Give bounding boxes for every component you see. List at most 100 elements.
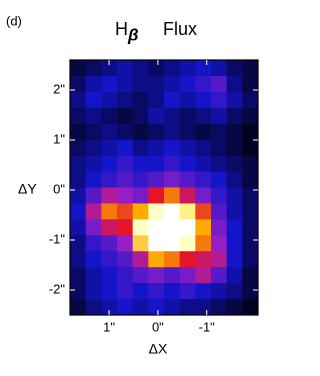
heatmap-cell [226, 219, 243, 236]
heatmap-cell [164, 187, 181, 204]
heatmap-cell [226, 251, 243, 268]
heatmap-cell [179, 91, 196, 109]
heatmap-cell [242, 139, 259, 157]
heatmap-cell [85, 219, 102, 236]
heatmap-cell [132, 107, 149, 125]
heatmap-cell [117, 60, 134, 77]
heatmap-cell [179, 219, 196, 236]
heatmap-cell [226, 235, 243, 252]
heatmap-cell [211, 91, 228, 109]
heatmap-cell [70, 235, 87, 252]
heatmap-cell [85, 171, 102, 188]
heatmap-cell [164, 283, 181, 300]
heatmap-cell [117, 91, 134, 109]
x-tick-label: 0" [152, 319, 164, 334]
heatmap-cell [148, 299, 165, 316]
heatmap-cell [70, 267, 87, 284]
heatmap-cell [242, 107, 259, 125]
heatmap-cell [226, 91, 243, 109]
heatmap-cell [132, 219, 149, 236]
heatmap-cell [195, 203, 212, 220]
heatmap-cell [242, 91, 259, 109]
heatmap-cell [101, 60, 118, 77]
heatmap-cell [226, 75, 243, 93]
heatmap-cell [85, 139, 102, 157]
heatmap-cell [101, 155, 118, 172]
heatmap-cell [242, 299, 259, 316]
heatmap-cell [101, 283, 118, 300]
heatmap-cell [117, 251, 134, 268]
heatmap-cell [117, 299, 134, 316]
heatmap-cell [148, 235, 165, 252]
heatmap-cell [211, 171, 228, 188]
heatmap-cell [211, 60, 228, 77]
heatmap-cell [242, 203, 259, 220]
heatmap-cell [101, 203, 118, 220]
heatmap-cell [179, 203, 196, 220]
heatmap-cell [211, 123, 228, 141]
heatmap-cell [132, 187, 149, 204]
heatmap-cell [195, 171, 212, 188]
heatmap-cell [148, 283, 165, 300]
heatmap-cell [148, 251, 165, 268]
heatmap-cell [117, 75, 134, 93]
heatmap-cell [70, 251, 87, 268]
heatmap-cell [85, 203, 102, 220]
heatmap-cell [132, 299, 149, 316]
heatmap-cell [85, 155, 102, 172]
heatmap-cell [242, 267, 259, 284]
heatmap-cell [164, 91, 181, 109]
heatmap-cell [70, 91, 87, 109]
heatmap-cell [117, 155, 134, 172]
heatmap-cell [211, 283, 228, 300]
heatmap-cell [242, 251, 259, 268]
heatmap-cell [148, 219, 165, 236]
heatmap-cell [101, 123, 118, 141]
heatmap-cell [195, 299, 212, 316]
heatmap-cell [101, 139, 118, 157]
heatmap-cell [70, 139, 87, 157]
heatmap-cell [195, 283, 212, 300]
heatmap-cell [117, 203, 134, 220]
heatmap-cell [148, 60, 165, 77]
heatmap-cell [242, 187, 259, 204]
y-tick-label: 0" [53, 181, 65, 196]
heatmap-cell [132, 283, 149, 300]
heatmap-cell [164, 60, 181, 77]
heatmap-cell [226, 299, 243, 316]
heatmap-cell [70, 219, 87, 236]
heatmap-cell [132, 235, 149, 252]
heatmap-cell [132, 75, 149, 93]
heatmap-cell [117, 123, 134, 141]
title-subscript: β [127, 25, 139, 44]
y-tick-label: -1" [49, 231, 66, 246]
heatmap-cell [132, 251, 149, 268]
heatmap-cell [101, 219, 118, 236]
heatmap-cell [211, 139, 228, 157]
heatmap-cell [117, 139, 134, 157]
y-tick-label: 1" [53, 131, 65, 146]
heatmap-cell [164, 155, 181, 172]
heatmap-cell [226, 155, 243, 172]
heatmap-cell [164, 251, 181, 268]
heatmap-cell [70, 155, 87, 172]
heatmap-cell [179, 123, 196, 141]
heatmap-cell [148, 203, 165, 220]
heatmap-cell [179, 107, 196, 125]
heatmap-cell [85, 235, 102, 252]
panel-label: (d) [6, 13, 22, 28]
heatmap-cell [132, 203, 149, 220]
heatmap-cell [226, 139, 243, 157]
heatmap-cell [85, 123, 102, 141]
title-rest: Flux [163, 19, 197, 39]
heatmap-cell [195, 60, 212, 77]
heatmap-cell [148, 155, 165, 172]
heatmap-cell [242, 171, 259, 188]
heatmap-cell [179, 139, 196, 157]
heatmap-cell [195, 91, 212, 109]
heatmap-cell [226, 187, 243, 204]
heatmap-cell [211, 267, 228, 284]
heatmap-cell [117, 283, 134, 300]
heatmap-cell [211, 107, 228, 125]
heatmap-cell [195, 107, 212, 125]
